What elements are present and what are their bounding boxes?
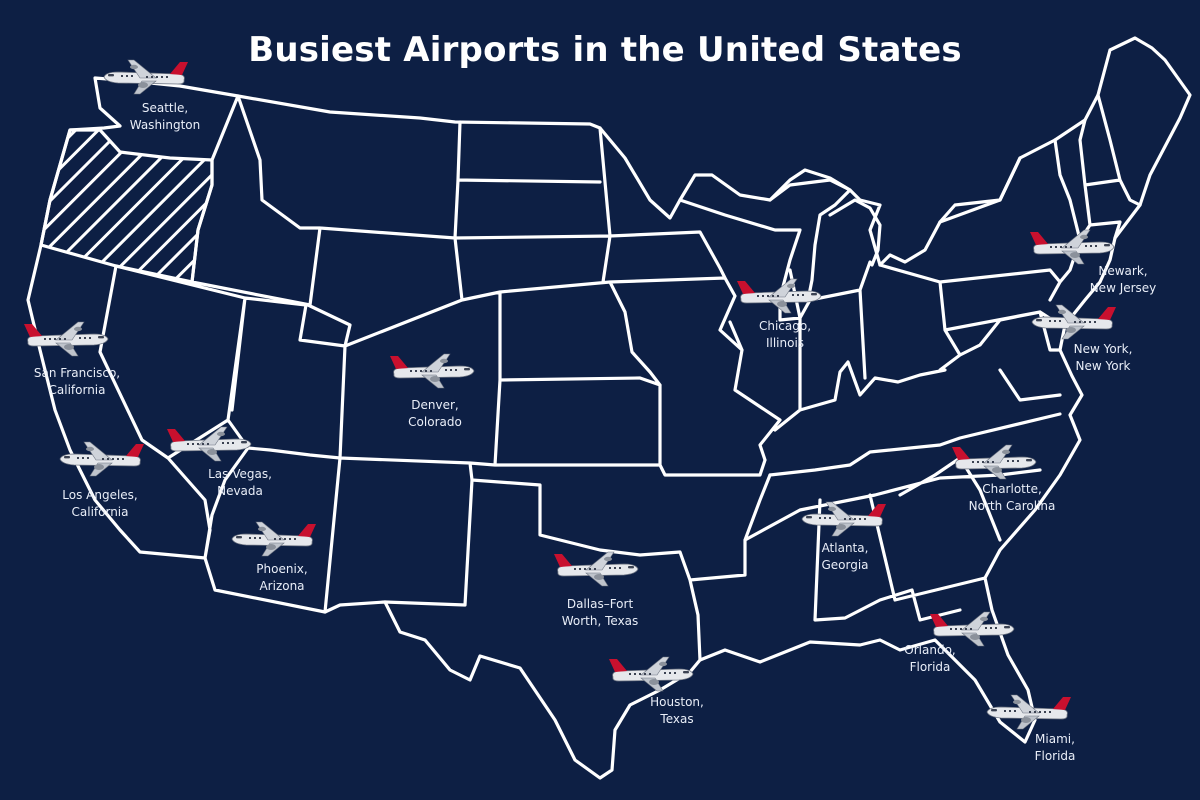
- airport-city: Phoenix,: [256, 562, 308, 576]
- airplane-icon: [985, 693, 1073, 733]
- airplane-icon: [1030, 303, 1118, 343]
- airplane-icon: [552, 550, 640, 590]
- airport-city: Atlanta,: [821, 541, 869, 555]
- airport-state: California: [48, 383, 106, 397]
- airport-label-charlotte: Charlotte, North Carolina: [969, 481, 1056, 515]
- airplane-icon: [1028, 228, 1116, 268]
- us-outline: [26, 36, 1192, 780]
- airport-city: Denver,: [411, 398, 459, 412]
- airport-label-denver: Denver, Colorado: [408, 397, 462, 431]
- airport-label-las-vegas: Las Vegas, Nevada: [208, 466, 272, 500]
- airport-state: North Carolina: [968, 499, 1056, 513]
- airport-label-houston: Houston, Texas: [650, 694, 704, 728]
- airplane-icon: [950, 443, 1038, 483]
- airplane-icon: [388, 352, 476, 392]
- airport-city: Seattle,: [141, 101, 189, 115]
- airplane-icon: [165, 425, 253, 465]
- airport-city: New York,: [1073, 342, 1133, 356]
- airport-city: Miami,: [1035, 732, 1075, 746]
- airport-state: Florida: [909, 660, 951, 674]
- airport-state: Georgia: [821, 558, 869, 572]
- airport-label-newark: Newark, New Jersey: [1090, 263, 1157, 297]
- airport-city: Los Angeles,: [62, 488, 138, 502]
- airport-city: Charlotte,: [982, 482, 1042, 496]
- airport-label-dallas: Dallas–Fort Worth, Texas: [562, 596, 639, 630]
- map-title: Busiest Airports in the United States: [248, 30, 962, 70]
- airport-city: San Francisco,: [33, 366, 121, 380]
- airport-label-atlanta: Atlanta, Georgia: [821, 540, 868, 574]
- airport-state: New Jersey: [1089, 281, 1157, 295]
- airport-city: Orlando,: [904, 643, 956, 657]
- airplane-icon: [735, 277, 823, 317]
- airport-state: Illinois: [765, 336, 805, 350]
- airport-state: New York: [1075, 359, 1131, 373]
- airport-label-seattle: Seattle, Washington: [130, 100, 201, 134]
- lake-michigan-shoreline: [768, 168, 882, 302]
- airport-city: Dallas–Fort: [566, 597, 634, 611]
- airplane-icon: [928, 610, 1016, 650]
- airplane-icon: [230, 520, 318, 560]
- airplane-icon: [58, 440, 146, 480]
- state-oregon-hatched: [39, 128, 214, 284]
- airport-city: Las Vegas,: [208, 467, 272, 481]
- airport-label-orlando: Orlando, Florida: [904, 642, 955, 676]
- airplane-icon: [607, 655, 695, 695]
- airplane-icon: [800, 500, 888, 540]
- airport-state: Worth, Texas: [561, 614, 639, 628]
- airplane-icon: [102, 58, 190, 98]
- airport-city: Houston,: [650, 695, 704, 709]
- airport-state: Arizona: [259, 579, 305, 593]
- airport-label-phoenix: Phoenix, Arizona: [256, 561, 307, 595]
- airport-label-los-angeles: Los Angeles, California: [62, 487, 137, 521]
- airport-state: Colorado: [408, 415, 462, 429]
- airplane-icon: [22, 320, 110, 360]
- airport-label-san-francisco: San Francisco, California: [34, 365, 120, 399]
- airport-label-miami: Miami, Florida: [1035, 731, 1076, 765]
- airport-city: Newark,: [1098, 264, 1148, 278]
- airport-label-new-york: New York, New York: [1074, 341, 1133, 375]
- airport-city: Chicago,: [758, 319, 812, 333]
- airport-state: Washington: [129, 118, 201, 132]
- airport-state: Florida: [1034, 749, 1076, 763]
- airport-state: Texas: [660, 712, 694, 726]
- airport-state: California: [71, 505, 129, 519]
- airport-state: Nevada: [217, 484, 263, 498]
- airport-label-chicago: Chicago, Illinois: [759, 318, 811, 352]
